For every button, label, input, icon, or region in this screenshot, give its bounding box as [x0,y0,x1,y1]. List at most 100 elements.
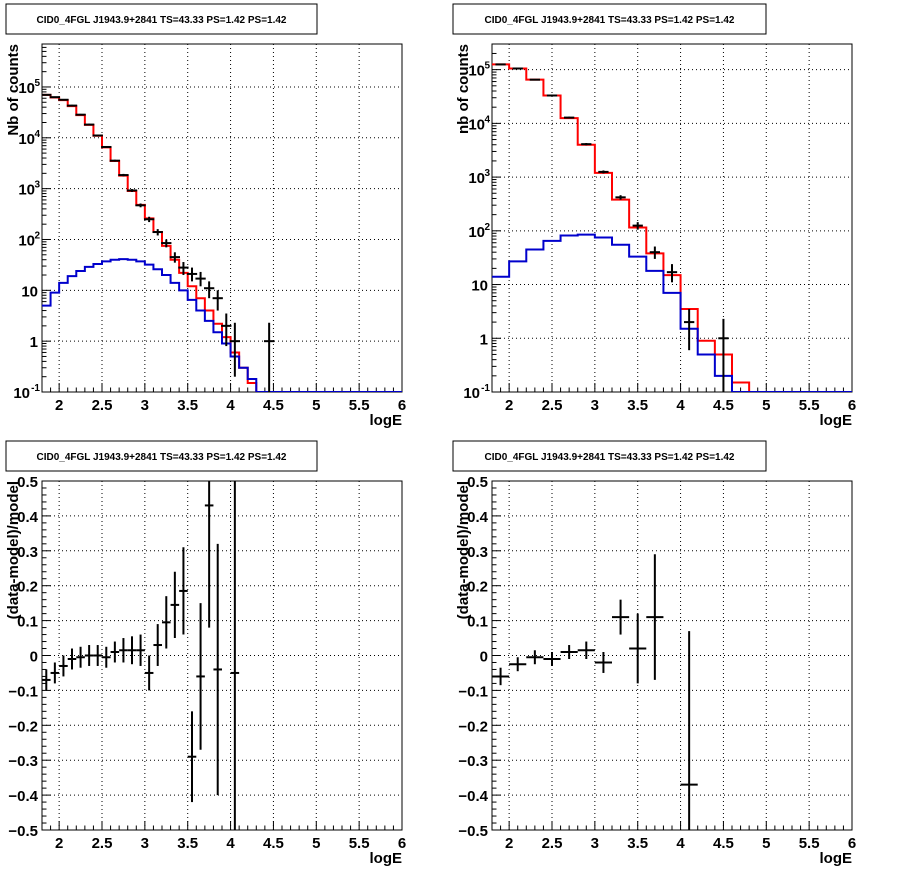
x-tick-label: 2 [505,397,513,414]
data-point [187,711,197,803]
data-point [564,116,575,119]
title-text: CID0_4FGL J1943.9+2841 TS=43.33 PS=1.42 … [485,15,735,26]
title-box [5,440,318,472]
data-point [170,571,180,639]
y-tick-exponent: -1 [481,383,490,394]
chart-title: CID0_4FGL J1943.9+2841 TS=43.33 PS=1.42 … [5,3,318,35]
chart-title: CID0_4FGL J1943.9+2841 TS=43.33 PS=1.42 … [452,440,767,472]
x-tick-label: 2 [505,835,513,852]
y-tick-label: 0.5 [467,474,488,491]
total-model-histogram [42,93,402,392]
data-point [169,252,180,263]
y-tick-label: 0.2 [17,579,38,596]
y-axis-label: (data-model)/model [5,481,22,619]
source-model-histogram [492,233,852,392]
y-tick-label: 0.3 [17,544,38,561]
data-point [186,267,198,282]
x-tick-label: 5.5 [349,397,370,414]
data-point [179,547,188,635]
x-tick-label: 2.5 [92,835,113,852]
y-tick-label: −0.4 [458,788,488,805]
x-tick-label: 4 [676,835,685,852]
title-box [452,3,767,35]
x-tick-label: 5 [312,835,320,852]
plot-area [42,93,402,392]
y-tick-label: −0.2 [8,718,38,735]
y-tick-label: 0 [480,649,488,666]
data-point [42,93,52,96]
y-tick-exponent: 5 [34,78,40,89]
data-point [144,655,154,691]
y-tick-exponent: 2 [484,222,490,233]
y-tick-label: 0.4 [467,509,489,526]
x-axis-label: logE [370,412,403,429]
data-point [67,648,77,670]
x-tick-label: 5.5 [799,835,820,852]
y-tick-label: 10 [21,283,38,300]
data-point [66,104,78,107]
data-point [204,481,214,628]
x-tick-label: 4 [226,835,235,852]
ticks [491,480,853,831]
panel-residuals-left: CID0_4FGL J1943.9+2841 TS=43.33 PS=1.42 … [5,440,406,867]
y-tick-label: 10 [468,63,485,80]
y-tick-label: 10 [463,385,480,402]
y-tick-label: −0.1 [8,683,38,700]
data-point [144,216,155,223]
data-point [127,636,137,665]
y-tick-label: 0 [30,649,38,666]
y-axis-label: nb of counts [455,44,472,134]
data-point [577,641,595,659]
x-axis-label: logE [820,412,853,429]
data-point [196,603,205,750]
y-tick-label: 0.1 [467,614,488,631]
x-axis-label: logE [820,850,853,867]
x-axis-label: logE [370,850,403,867]
x-tick-label: 5 [312,397,320,414]
data-points [42,93,275,392]
y-tick-label: −0.3 [8,753,38,770]
data-point [152,229,163,236]
chart-title: CID0_4FGL J1943.9+2841 TS=43.33 PS=1.42 … [5,440,318,472]
y-tick-label: 1 [480,331,488,348]
data-point [119,638,128,663]
data-point [512,67,523,70]
data-point [109,159,120,162]
y-tick-label: 10 [468,224,485,241]
data-point [204,281,215,299]
title-text: CID0_4FGL J1943.9+2841 TS=43.33 PS=1.42 … [485,452,735,463]
y-tick-label: 0.1 [17,614,38,631]
data-point [178,262,189,276]
data-point [264,322,275,392]
y-tick-label: 0.3 [467,544,488,561]
x-tick-label: 2.5 [542,397,563,414]
data-point [126,189,138,192]
chart-title: CID0_4FGL J1943.9+2841 TS=43.33 PS=1.42 … [452,3,767,35]
data-point [212,290,223,311]
data-point [230,481,240,830]
y-tick-exponent: 3 [484,168,490,179]
total-model-histogram [492,63,852,392]
data-point [598,170,609,174]
panel-counts-left: CID0_4FGL J1943.9+2841 TS=43.33 PS=1.42 … [5,3,406,429]
plot-area [42,481,240,830]
data-point [93,645,102,666]
y-tick-label: 10 [18,80,35,97]
panel-counts-right: CID0_4FGL J1943.9+2841 TS=43.33 PS=1.42 … [452,3,856,429]
data-point [58,98,69,101]
x-tick-label: 3.5 [177,835,198,852]
y-tick-label: −0.2 [458,718,488,735]
y-axis-label: Nb of counts [5,44,22,136]
y-tick-label: −0.5 [8,823,38,840]
y-tick-label: −0.4 [8,788,38,805]
x-tick-label: 3.5 [627,397,648,414]
x-tick-label: 4 [226,397,235,414]
data-point [646,554,664,680]
title-box [452,440,767,472]
title-text: CID0_4FGL J1943.9+2841 TS=43.33 PS=1.42 … [37,15,287,26]
data-points [42,481,240,830]
data-point [118,173,129,177]
source-model-histogram [42,258,402,392]
data-point [110,641,120,663]
ticks [41,480,403,831]
